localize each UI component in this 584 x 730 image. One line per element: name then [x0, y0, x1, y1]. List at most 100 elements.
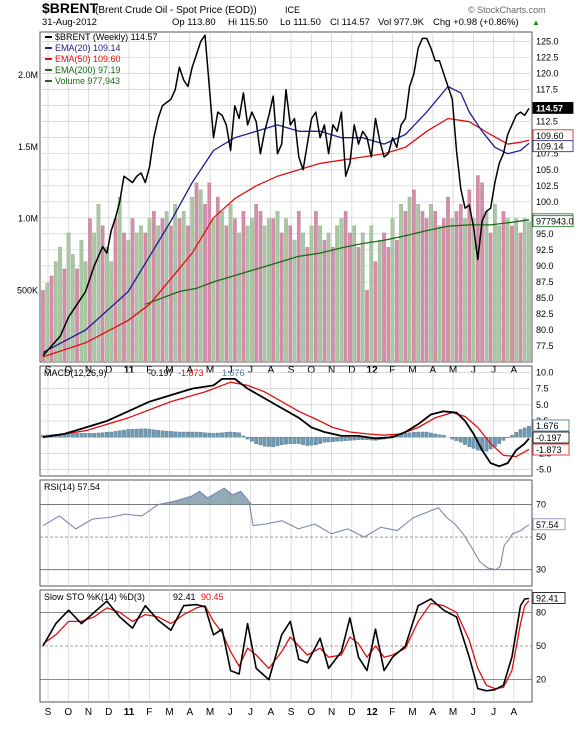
bottom-x-tick-label: J	[228, 707, 233, 718]
ema200-line	[145, 219, 530, 305]
macd-histogram-bar	[105, 432, 109, 438]
ohlc-close: Cl 114.57	[330, 17, 370, 28]
macd-histogram-bar	[143, 428, 148, 438]
price-y-tick-label: 77.5	[536, 341, 554, 351]
macd-histogram-bar	[83, 433, 88, 438]
bottom-x-tick-label: F	[389, 707, 395, 718]
rsi-y-tick-label: 70	[536, 499, 546, 509]
volume-bar	[322, 239, 327, 363]
legend-entry: EMA(50) 109.60	[55, 54, 121, 64]
volume-y-tick-label: 2.0M	[18, 70, 38, 80]
macd-histogram-bar	[407, 432, 412, 438]
volume-bar	[522, 218, 527, 363]
volume-bar	[203, 204, 207, 363]
price-y-tick-label: 117.5	[536, 85, 558, 95]
sto-d-value: 90.45	[201, 592, 224, 602]
macd-histogram-bar	[433, 433, 438, 438]
macd-histogram-bar	[169, 431, 173, 438]
price-x-tick-label: N	[328, 365, 335, 376]
macd-histogram-bar	[348, 437, 352, 441]
volume-bar	[284, 218, 288, 363]
price-y-tick-label: 107.5	[536, 149, 559, 159]
legend-swatch	[45, 69, 52, 71]
volume-bar	[313, 211, 318, 363]
macd-histogram-bar	[458, 437, 463, 443]
macd-histogram-bar	[224, 432, 229, 438]
volume-bar	[164, 211, 169, 363]
volume-bar	[335, 225, 340, 363]
macd-histogram-bar	[454, 437, 459, 441]
macd-line	[42, 378, 530, 468]
price-y-tick-label: 112.5	[536, 117, 558, 127]
macd-value-tag-label: -1.873	[536, 445, 562, 455]
price-value-tag-label: 977943.0	[536, 217, 574, 227]
legend-entry: EMA(20) 109.14	[55, 43, 121, 53]
ema20-line	[42, 85, 530, 353]
macd-histogram-bar	[211, 433, 216, 438]
volume-bar	[493, 204, 497, 363]
volume-bar	[416, 204, 421, 363]
volume-bar	[143, 232, 148, 363]
macd-histogram-bar	[117, 430, 122, 438]
volume-bar	[241, 211, 246, 363]
volume-bar	[66, 232, 71, 363]
macd-signal-line	[42, 381, 530, 458]
macd-histogram-bar	[493, 437, 497, 448]
price-x-tick-label: J	[491, 365, 496, 376]
macd-histogram-bar	[122, 429, 126, 438]
volume-bar	[134, 232, 139, 363]
macd-histogram-bar	[510, 435, 514, 438]
volume-bar	[326, 232, 331, 363]
price-x-tick-label: J	[248, 365, 253, 376]
macd-signal-value: -1.873	[178, 368, 204, 378]
volume-bar	[488, 232, 493, 363]
macd-histogram-bar	[450, 437, 455, 440]
volume-bar	[429, 204, 433, 363]
volume-bar	[424, 218, 429, 363]
volume-bar	[458, 204, 463, 363]
sto-d-line	[42, 600, 530, 690]
volume-bar	[254, 204, 259, 363]
macd-histogram-bar	[245, 437, 250, 440]
price-x-tick-label: A	[430, 365, 437, 376]
volume-bar	[232, 218, 237, 363]
bottom-x-tick-label: 11	[124, 707, 135, 718]
macd-histogram-bar	[220, 432, 224, 438]
macd-histogram-bar	[275, 437, 280, 447]
volume-bar	[475, 175, 480, 363]
macd-histogram-bar	[228, 431, 233, 438]
symbol-description: (Brent Crude Oil - Spot Price (EOD))	[95, 5, 257, 16]
volume-bar	[510, 225, 514, 363]
macd-histogram-bar	[497, 437, 502, 444]
volume-bar	[271, 218, 276, 363]
bottom-x-tick-label: D	[105, 707, 112, 718]
ohlc-high: Hi 115.50	[228, 17, 268, 28]
volume-bar	[441, 218, 446, 363]
macd-y-tick-label: 10.0	[536, 367, 554, 377]
price-y-tick-label: 85.0	[536, 293, 554, 303]
volume-y-tick-label: 1.0M	[18, 214, 38, 224]
volume-bar	[292, 239, 297, 363]
bottom-x-tick-label: M	[165, 707, 173, 718]
macd-histogram-bar	[190, 431, 195, 438]
macd-histogram-bar	[301, 437, 305, 445]
macd-histogram-bar	[198, 432, 203, 438]
macd-histogram-bar	[429, 432, 433, 438]
ema50-line	[42, 117, 530, 358]
volume-bar	[62, 268, 67, 363]
price-y-tick-label: 92.5	[536, 245, 554, 255]
price-y-tick-label: 82.5	[536, 309, 554, 319]
volume-bar	[122, 232, 126, 363]
volume-bar	[100, 225, 105, 363]
price-x-tick-label: N	[85, 365, 92, 376]
macd-histogram-bar	[109, 431, 114, 438]
price-x-tick-label: M	[449, 365, 457, 376]
volume-bar	[58, 247, 62, 363]
price-x-tick-label: F	[389, 365, 395, 376]
price-y-tick-label: 87.5	[536, 277, 554, 287]
volume-bar	[309, 225, 314, 363]
legend-swatch	[45, 47, 52, 49]
volume-bar	[471, 218, 476, 363]
macd-histogram-bar	[88, 433, 92, 438]
